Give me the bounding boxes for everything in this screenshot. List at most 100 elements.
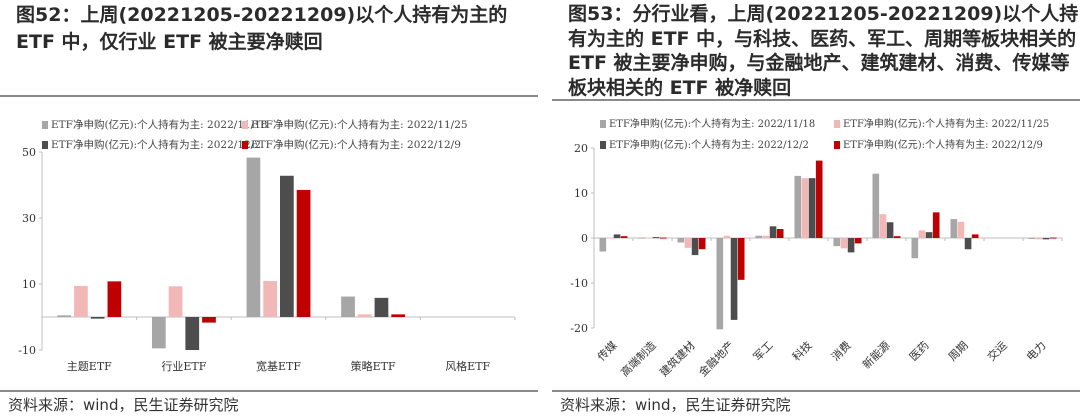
bar [847,238,855,253]
bar [808,178,816,238]
bar [755,235,763,238]
legend-swatch [834,141,840,149]
x-tick-label: 医药 [907,339,932,364]
bar [911,238,919,259]
legend-label: ETF净申购(亿元):个人持有为主: 2022/12/9 [843,138,1043,151]
x-tick-label: 消费 [828,338,853,363]
bar [762,235,770,238]
legend-swatch [600,120,606,128]
right-bar-chart: ETF净申购(亿元):个人持有为主: 2022/11/18 ETF净申购(亿元):… [570,117,1063,379]
x-tick-label: 风格ETF [445,359,490,373]
x-tick-label: 主题ETF [67,360,112,373]
bar [971,234,979,238]
bar [918,230,926,238]
bar [893,236,901,238]
left-figure-panel: 图52：上周(20221205-20221209)以个人持有为主的 ETF 中，… [0,0,538,416]
bar [613,234,621,238]
bar [932,212,940,238]
top-divider [0,95,538,97]
bar [645,237,653,239]
bar [374,297,389,317]
legend-swatch [42,121,48,129]
bar [202,317,216,323]
bar [730,238,738,320]
y-tick-label: 10 [574,187,588,200]
legend-label: ETF净申购(亿元):个人持有为主: 2022/11/18 [51,118,268,131]
x-tick-label: 交运 [984,338,1009,363]
bar [957,221,965,238]
x-tick-label: 高端制造 [618,338,659,379]
bar [659,237,667,239]
bar [677,238,685,243]
legend-label: ETF净申购(亿元):个人持有为主: 2022/12/2 [609,138,809,151]
bar [599,238,607,252]
bar [840,238,848,249]
x-tick-label: 军工 [751,339,776,364]
legend-label: ETF净申购(亿元):个人持有为主: 2022/11/25 [843,117,1049,130]
y-tick-label: 10 [22,278,36,291]
bar [74,285,88,317]
bar [296,189,311,317]
bar [107,281,122,317]
bar [723,235,731,238]
bar [168,286,183,317]
legend-swatch [42,141,48,149]
bar [246,157,261,317]
bar [794,175,802,238]
x-tick-label: 策略ETF [351,359,396,373]
bar [854,238,862,244]
bottom-divider [552,390,1080,392]
bar [925,232,933,238]
legend-label: ETF净申购(亿元):个人持有为主: 2022/12/9 [251,138,461,151]
bar [606,237,614,239]
bar [90,317,105,319]
x-tick-label: 新能源 [859,338,892,371]
x-tick-label: 电力 [1024,339,1049,364]
left-bar-chart: ETF净申购(亿元):个人持有为主: 2022/11/18ETF净申购(亿元):… [18,118,516,373]
x-tick-label: 行业ETF [161,360,206,373]
bar [341,296,355,317]
y-tick-label: 50 [22,146,36,159]
bar [684,238,692,248]
y-tick-label: 0 [581,232,588,245]
bar [872,173,880,238]
bar [950,219,958,238]
y-tick-label: 30 [22,212,36,225]
bar [1049,237,1057,239]
bar [652,237,660,239]
bar [801,178,809,238]
figure-53-title: 图53：分行业看，上周(20221205-20221209)以个人持有为主的 E… [568,3,1079,99]
bar [280,175,294,317]
bar [1028,238,1036,239]
legend-label: ETF净申购(亿元):个人持有为主: 2022/12/2 [51,138,261,151]
bar [1035,238,1043,240]
bar [886,222,894,238]
x-tick-label: 建筑建材 [657,338,698,379]
top-divider [552,99,1080,101]
source-note: 资料来源：wind，民生证券研究院 [560,396,791,414]
y-tick-label: -10 [18,344,36,357]
x-tick-label: 金融地产 [696,338,737,379]
bar [185,317,200,350]
bar [833,238,841,247]
bar [691,238,699,256]
bar [57,315,72,317]
bar [638,237,646,239]
y-tick-label: 20 [574,142,588,155]
bar [698,238,706,250]
bar [391,314,406,317]
bar [769,226,777,238]
bar [263,281,277,317]
bar [815,160,823,238]
legend-swatch [242,141,248,149]
y-tick-label: -10 [570,277,588,290]
legend-label: ETF净申购(亿元):个人持有为主: 2022/11/25 [251,118,468,131]
legend-swatch [242,121,248,129]
legend-label: ETF净申购(亿元):个人持有为主: 2022/11/18 [609,117,815,130]
y-tick-label: -20 [570,322,588,335]
bar [1042,238,1050,240]
bar [151,317,166,349]
x-tick-label: 宽基ETF [256,359,301,373]
bar [716,238,724,330]
legend-swatch [834,120,840,128]
